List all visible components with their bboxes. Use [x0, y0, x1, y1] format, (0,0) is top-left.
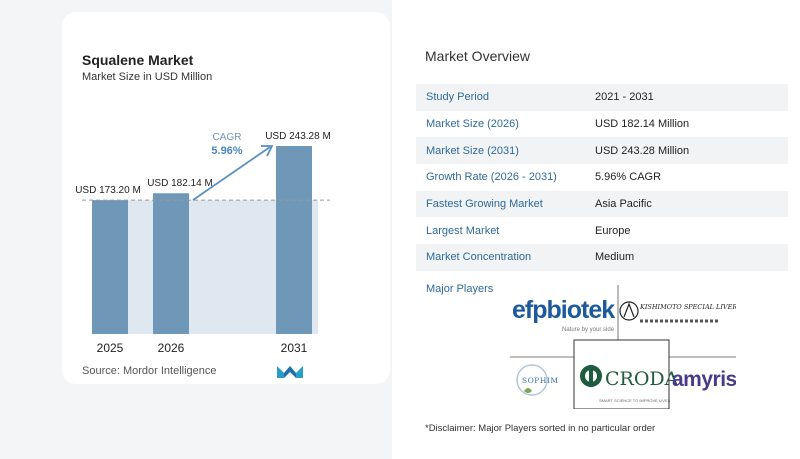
sophim-logo: SOPHIM	[516, 364, 559, 396]
chart-title: Squalene Market	[82, 52, 194, 68]
croda-logo-text: CRODA	[605, 368, 679, 390]
source-note: Source: Mordor Intelligence	[82, 365, 217, 377]
x-tick-label: 2031	[281, 341, 308, 355]
bar	[276, 146, 312, 334]
overview-title: Market Overview	[425, 48, 531, 64]
cagr-value: 5.96%	[211, 145, 242, 157]
cagr-label: CAGR	[213, 132, 242, 143]
bar-value-label: USD 173.20 M	[75, 185, 141, 196]
amyris-logo-text: amyris	[672, 368, 736, 391]
row-label: Fastest Growing Market	[426, 198, 543, 211]
row-label: Study Period	[426, 91, 489, 104]
chart-card: Squalene Market Market Size in USD Milli…	[62, 12, 390, 384]
mordor-intelligence-logo-icon	[277, 366, 303, 378]
overview-row: Fastest Growing Market Asia Pacific	[416, 190, 788, 218]
row-label: Largest Market	[426, 224, 500, 237]
bar	[153, 193, 189, 334]
row-value: Europe	[595, 224, 631, 237]
market-overview-panel: Market Overview Study Period 2021 - 2031 …	[392, 0, 800, 459]
row-value: 2021 - 2031	[595, 91, 654, 104]
row-label: Market Concentration	[426, 251, 532, 264]
overview-row: Growth Rate (2026 - 2031) 5.96% CAGR	[416, 164, 788, 191]
efpbiotek-logo-text: efpbiotek	[512, 296, 615, 324]
overview-row: Largest Market Europe	[416, 217, 788, 244]
overview-row: Market Size (2031) USD 243.28 Million	[416, 137, 788, 165]
kishimoto-logo-text: KISHIMOTO SPECIAL LIVER OIL CO.,LTD.	[639, 303, 736, 311]
row-value: Asia Pacific	[595, 198, 652, 211]
x-tick-label: 2025	[97, 341, 124, 355]
overview-row: Market Concentration Medium	[416, 244, 788, 271]
bar-value-label: USD 243.28 M	[265, 131, 331, 142]
bar-value-label: USD 182.14 M	[147, 178, 213, 189]
row-label: Market Size (2031)	[426, 144, 519, 157]
major-players-label: Major Players	[426, 283, 494, 295]
x-tick-label: 2026	[158, 341, 185, 355]
overview-table: Study Period 2021 - 2031 Market Size (202…	[416, 84, 788, 271]
kishimoto-logo: KISHIMOTO SPECIAL LIVER OIL CO.,LTD.	[619, 301, 736, 323]
row-value: USD 182.14 Million	[595, 118, 690, 131]
cagr-arrow-line	[192, 146, 271, 201]
row-value: USD 243.28 Million	[595, 144, 690, 157]
efpbiotek-logo: efpbiotek Nature by your side	[512, 296, 616, 333]
croda-logo: CRODA SMART SCIENCE TO IMPROVE LIVES	[580, 365, 679, 403]
sophim-logo-text: SOPHIM	[522, 376, 559, 385]
cagr-arrow-head	[261, 145, 274, 157]
major-players-logos: efpbiotek Nature by your side KISHIMOTO …	[510, 285, 736, 409]
bar	[92, 200, 128, 334]
bar-chart: USD 173.20 M 2025 USD 182.14 M 2026 USD 243.…	[75, 131, 331, 355]
row-label: Growth Rate (2026 - 2031)	[426, 171, 557, 184]
row-label: Market Size (2026)	[426, 118, 519, 131]
chart-subtitle: Market Size in USD Million	[82, 71, 213, 83]
croda-tagline: SMART SCIENCE TO IMPROVE LIVES	[599, 398, 671, 403]
row-value: 5.96% CAGR	[595, 171, 662, 184]
efpbiotek-tagline: Nature by your side	[562, 327, 615, 333]
row-value: Medium	[595, 251, 635, 264]
disclaimer: *Disclaimer: Major Players sorted in no …	[425, 423, 656, 434]
overview-row: Study Period 2021 - 2031	[416, 84, 788, 111]
overview-row: Market Size (2026) USD 182.14 Million	[416, 111, 788, 138]
